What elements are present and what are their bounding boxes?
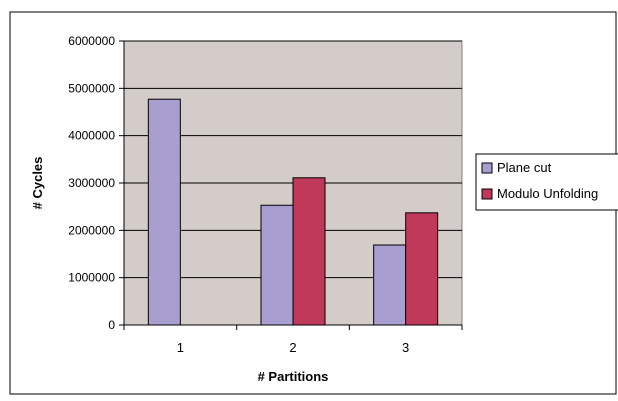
y-tick-label: 2000000	[68, 223, 115, 237]
y-tick-label: 6000000	[68, 34, 115, 48]
legend-swatch-plane-cut	[481, 162, 493, 174]
x-axis-title: # Partitions	[258, 369, 329, 384]
y-tick-label: 3000000	[68, 176, 115, 190]
y-tick-label: 1000000	[68, 271, 115, 285]
x-axis-ticks: 1 2 3	[123, 325, 463, 355]
y-tick-label: 4000000	[68, 129, 115, 143]
bar-plane-cut-3	[373, 244, 407, 326]
legend-swatch-modulo-unfolding	[481, 188, 493, 200]
x-tick-label: 2	[289, 340, 296, 355]
bar-plane-cut-1	[147, 98, 181, 326]
bar-modulo-unfolding-3	[405, 212, 439, 326]
legend-label-modulo-unfolding: Modulo Unfolding	[497, 186, 598, 201]
legend-label-plane-cut: Plane cut	[497, 160, 552, 175]
legend-box	[475, 153, 618, 211]
x-tick-label: 1	[177, 340, 184, 355]
bars	[147, 98, 439, 326]
bar-modulo-unfolding-2	[292, 177, 326, 326]
y-tick-label: 5000000	[68, 81, 115, 95]
x-tick-label: 3	[402, 340, 409, 355]
y-axis-title: # Cycles	[30, 157, 45, 210]
y-tick-label: 0	[108, 318, 115, 332]
bar-plane-cut-2	[260, 204, 294, 326]
legend: Plane cut Modulo Unfolding	[475, 153, 618, 211]
y-axis-ticks: 0 1000000 2000000 3000000 4000000 5000000 6000…	[68, 34, 124, 332]
